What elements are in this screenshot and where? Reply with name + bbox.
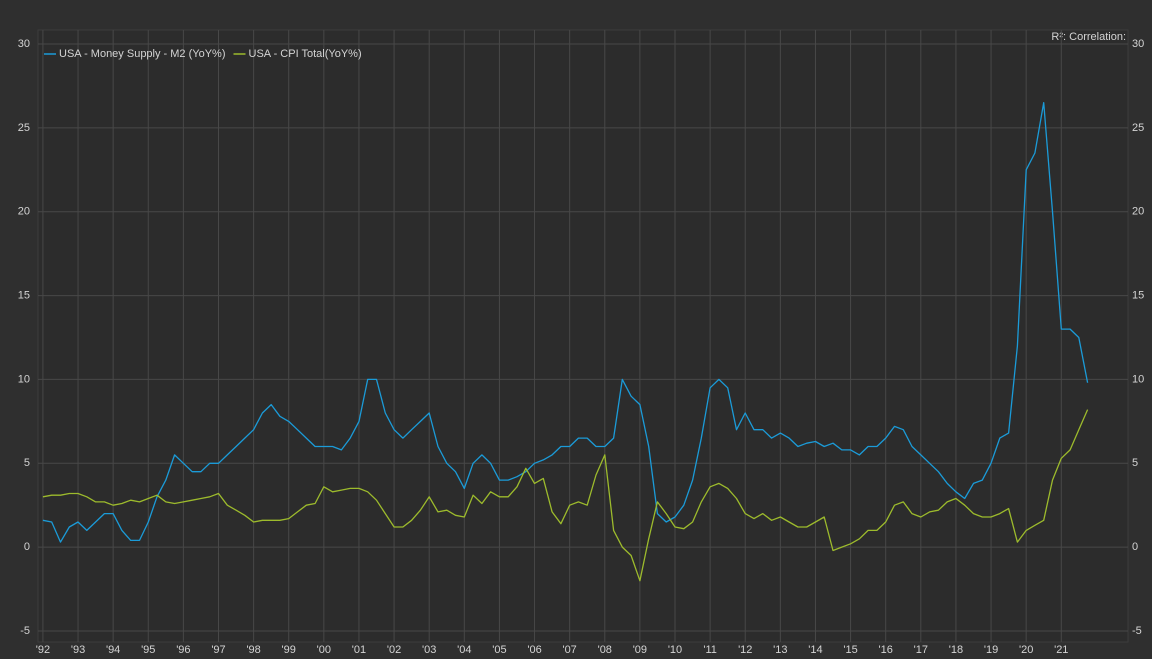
series-line <box>42 102 1089 543</box>
x-tick-label: '95 <box>141 644 155 656</box>
x-tick-label: '15 <box>843 644 857 656</box>
y2-tick-label: 15 <box>1132 289 1144 301</box>
x-tick-label: '96 <box>176 644 190 656</box>
x-tick-label: '00 <box>317 644 331 656</box>
y2-tick-label: 10 <box>1132 373 1144 385</box>
x-tick-label: '21 <box>1054 644 1068 656</box>
plot-area <box>37 29 1129 643</box>
x-tick-label: '07 <box>562 644 576 656</box>
x-tick-label: '16 <box>879 644 893 656</box>
y-tick-label: -5 <box>20 625 30 637</box>
y2-tick-label: 30 <box>1132 38 1144 50</box>
x-tick-label: '02 <box>387 644 401 656</box>
x-tick-label: '10 <box>668 644 682 656</box>
x-tick-label: '92 <box>36 644 50 656</box>
x-tick-label: '09 <box>633 644 647 656</box>
x-tick-label: '94 <box>106 644 120 656</box>
x-tick-label: '97 <box>211 644 225 656</box>
y-tick-label: 0 <box>24 541 30 553</box>
annotation: R²: Correlation: <box>1051 31 1126 43</box>
y-tick-label: 15 <box>18 289 30 301</box>
y-tick-label: 20 <box>18 206 30 218</box>
y2-tick-label: -5 <box>1132 625 1142 637</box>
series-line <box>42 409 1089 582</box>
x-tick-label: '98 <box>246 644 260 656</box>
x-tick-label: '20 <box>1019 644 1033 656</box>
x-tick-label: '13 <box>773 644 787 656</box>
y2-tick-label: 20 <box>1132 206 1144 218</box>
y2-tick-label: 0 <box>1132 541 1138 553</box>
x-tick-label: '18 <box>949 644 963 656</box>
y-tick-label: 5 <box>24 457 30 469</box>
x-tick-label: '99 <box>282 644 296 656</box>
x-tick-label: '06 <box>527 644 541 656</box>
x-tick-label: '14 <box>808 644 822 656</box>
y-tick-label: 10 <box>18 373 30 385</box>
x-tick-label: '17 <box>914 644 928 656</box>
x-tick-label: '12 <box>738 644 752 656</box>
x-tick-label: '08 <box>598 644 612 656</box>
y2-tick-label: 25 <box>1132 122 1144 134</box>
x-tick-label: '03 <box>422 644 436 656</box>
x-tick-label: '11 <box>703 644 717 656</box>
y2-tick-label: 5 <box>1132 457 1138 469</box>
legend-label: USA - CPI Total(YoY%) <box>249 48 362 60</box>
x-tick-label: '04 <box>457 644 471 656</box>
x-tick-label: '05 <box>492 644 506 656</box>
y-tick-label: 30 <box>18 38 30 50</box>
x-tick-label: '93 <box>71 644 85 656</box>
x-tick-label: '01 <box>352 644 366 656</box>
legend-label: USA - Money Supply - M2 (YoY%) <box>59 48 226 60</box>
x-tick-label: '19 <box>984 644 998 656</box>
y-tick-label: 25 <box>18 122 30 134</box>
